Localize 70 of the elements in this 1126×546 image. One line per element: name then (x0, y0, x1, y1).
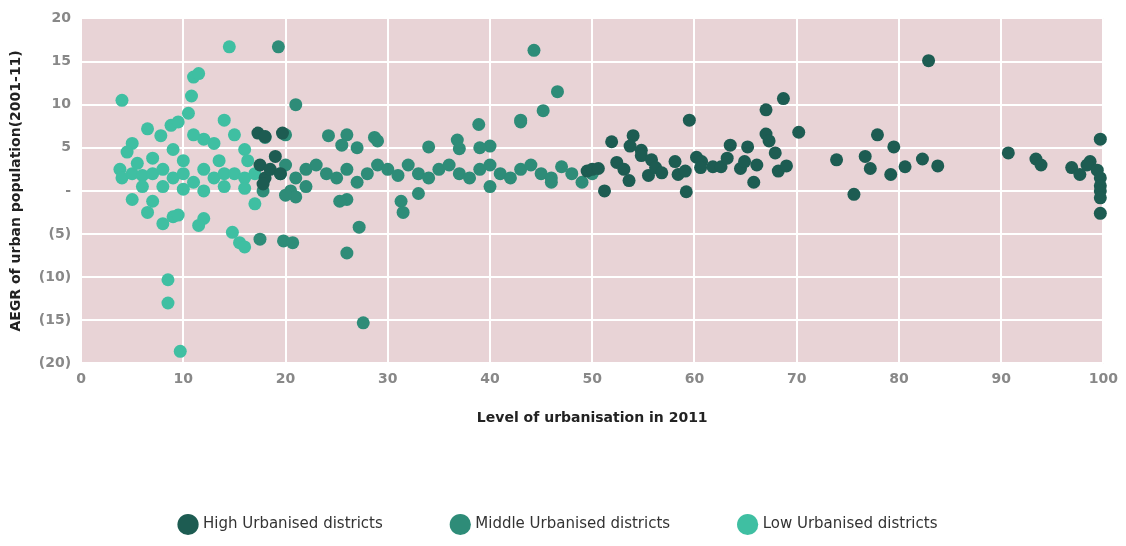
point (146, 167, 160, 181)
x-tick-label: 0 (76, 370, 87, 387)
y-axis-title: AEGR of urban population(2001-11) (7, 50, 24, 332)
y-tick-label: (5) (48, 224, 72, 241)
point (173, 344, 187, 358)
y-tick-label: (15) (38, 310, 72, 327)
point (192, 67, 206, 81)
point (135, 180, 149, 194)
x-tick-label: 20 (275, 370, 296, 387)
y-tick-label: 10 (51, 95, 72, 112)
point (184, 89, 198, 103)
x-axis-title: Level of urbanisation in 2011 (476, 409, 708, 426)
point (217, 180, 231, 194)
point (130, 156, 144, 170)
legend-label: Low Urbanised districts (762, 514, 938, 533)
point (197, 184, 211, 198)
point (154, 129, 168, 143)
point (227, 128, 241, 142)
point (187, 175, 201, 189)
y-tick-label: (10) (38, 267, 72, 284)
x-tick-label: 50 (582, 370, 603, 387)
point (120, 145, 134, 159)
point (181, 106, 195, 120)
y-tick-label: - (65, 181, 72, 198)
point (161, 273, 175, 287)
point (161, 296, 175, 310)
y-tick-label: 5 (61, 138, 72, 155)
x-tick-label: 40 (480, 370, 500, 387)
y-tick-label: (20) (38, 354, 72, 371)
point (176, 154, 190, 168)
point (227, 167, 241, 181)
y-tick-label: 15 (51, 52, 72, 69)
point (212, 154, 226, 168)
x-tick-label: 90 (991, 370, 1012, 387)
point (141, 205, 155, 219)
point (238, 143, 252, 156)
point (197, 132, 211, 146)
legend-label: Middle Urbanised districts (475, 514, 671, 533)
point (146, 151, 160, 165)
x-tick-label: 80 (889, 370, 909, 387)
point (166, 143, 180, 156)
point (171, 208, 185, 222)
point (241, 154, 255, 168)
point (115, 93, 129, 107)
point (187, 128, 201, 142)
point (207, 136, 221, 150)
point (156, 162, 170, 176)
point (171, 115, 185, 129)
y-tick-label: 20 (51, 9, 72, 26)
point (146, 194, 160, 208)
point (238, 181, 252, 195)
point (156, 217, 170, 231)
x-tick-label: 70 (786, 370, 807, 387)
point (156, 180, 170, 194)
x-tick-label: 10 (173, 370, 194, 387)
point (225, 225, 239, 239)
point (192, 218, 206, 232)
point (125, 193, 139, 207)
point (141, 122, 155, 136)
x-tick-label: 30 (378, 370, 398, 387)
point (176, 182, 190, 196)
point (217, 113, 231, 127)
x-tick-label: 60 (684, 370, 705, 387)
legend-label: High Urbanised districts (203, 514, 383, 533)
point (222, 40, 236, 54)
point (248, 197, 262, 211)
point (176, 167, 190, 181)
point (238, 240, 252, 254)
x-tick-label: 100 (1088, 370, 1119, 387)
point (197, 162, 211, 176)
